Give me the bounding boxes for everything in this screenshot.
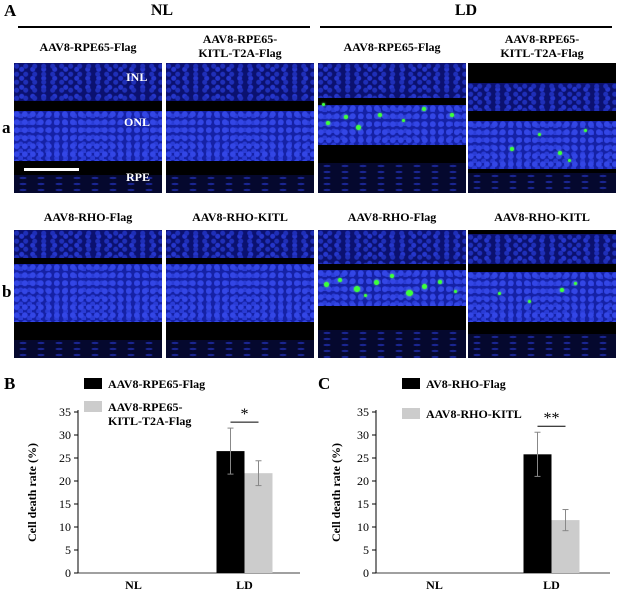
panel-b-chart: 0 5 10 15 20 25 30 35 Cell death rate (%) NL LD * AA…: [25, 377, 300, 590]
panel-c-legend-label-0: AV8-RHO-Flag: [426, 377, 506, 391]
panel-c-ytick-label-7: 35: [357, 405, 369, 419]
panel-b-ytick-label-2: 10: [59, 520, 71, 534]
panel-c-ytick-label-2: 10: [357, 520, 369, 534]
micrograph-a-ld-kitl: [468, 63, 616, 193]
row-b-col-label-4: AAV8-RHO-KITL: [494, 210, 590, 224]
panel-c-legend-swatch-0: [402, 378, 420, 389]
panel-b-legend-label-1-line1: KITL-T2A-Flag: [108, 414, 191, 428]
micrograph-a-nl-kitl: [166, 63, 314, 193]
panel-c-legend-label-1: AAV8-RHO-KITL: [426, 407, 522, 421]
panel-b-category-label-ld: LD: [236, 578, 253, 590]
micrograph-b-ld-control: [318, 230, 466, 358]
row-b-letter: b: [2, 282, 12, 301]
row-a-col-label-2: AAV8-RPE65- KITL-T2A-Flag: [198, 32, 282, 60]
row-a-col-label-1: AAV8-RPE65-Flag: [39, 40, 137, 54]
layer-label-rpe: RPE: [126, 170, 150, 184]
panel-c-ytick-label-1: 5: [363, 543, 369, 557]
layer-label-onl: ONL: [124, 115, 151, 129]
panel-b-letter: B: [4, 374, 16, 393]
group-line-nl: [18, 26, 310, 28]
panel-c-chart: 0 5 10 15 20 25 30 35 Cell death rate (%) NL LD ** A…: [329, 377, 610, 590]
scale-bar: [24, 168, 79, 171]
panel-c-ytick-label-0: 0: [363, 566, 369, 580]
micrograph-b-nl-control: [14, 230, 162, 358]
row-b-col-label-1: AAV8-RHO-Flag: [43, 210, 133, 224]
micrograph-b-nl-kitl: [166, 230, 314, 358]
panel-c-ytick-label-6: 30: [357, 428, 369, 442]
layer-label-inl: INL: [126, 70, 148, 84]
panel-c-category-label-nl: NL: [426, 578, 443, 590]
panel-b-legend-label-1: AAV8-RPE65-: [108, 400, 182, 414]
row-a-col-label-3: AAV8-RPE65-Flag: [343, 40, 441, 54]
panel-c-ytick-label-3: 15: [357, 497, 369, 511]
panel-b-ytick-label-7: 35: [59, 405, 71, 419]
panel-c-ytick-label-5: 25: [357, 451, 369, 465]
group-label-nl: NL: [150, 2, 174, 19]
panel-b-ytick-label-5: 25: [59, 451, 71, 465]
panel-c-ytick-label-4: 20: [357, 474, 369, 488]
panel-b-ytick-label-3: 15: [59, 497, 71, 511]
row-b-col-label-2: AAV8-RHO-KITL: [192, 210, 288, 224]
panel-b-ytick-label-0: 0: [65, 566, 71, 580]
panel-b-ytick-label-4: 20: [59, 474, 71, 488]
row-b-col-label-3: AAV8-RHO-Flag: [347, 210, 437, 224]
panel-b-significance-mark: *: [241, 406, 249, 423]
group-label-ld: LD: [454, 2, 478, 19]
panel-c-category-label-ld: LD: [543, 578, 560, 590]
panel-b-y-axis-label: Cell death rate (%): [25, 443, 39, 542]
panel-b-bar-ld-1: [244, 473, 273, 573]
panel-c-y-axis-label: Cell death rate (%): [329, 443, 343, 542]
panel-a-letter: A: [4, 1, 17, 20]
row-a-col-label-4: AAV8-RPE65- KITL-T2A-Flag: [500, 32, 584, 60]
group-line-ld: [320, 26, 612, 28]
row-a-letter: a: [2, 118, 11, 137]
panel-b-category-label-nl: NL: [125, 578, 142, 590]
micrograph-a-ld-control: [318, 63, 466, 193]
panel-b-legend-swatch-0: [84, 378, 102, 389]
panel-b-legend-swatch-1: [84, 401, 102, 412]
panel-c-letter: C: [318, 374, 331, 393]
micrograph-a-nl-control: INL ONL RPE: [14, 63, 162, 193]
panel-b-ytick-label-1: 5: [65, 543, 71, 557]
panel-b-legend-label-0: AAV8-RPE65-Flag: [108, 377, 205, 391]
panel-c-legend-swatch-1: [402, 408, 420, 419]
panel-b-ytick-label-6: 30: [59, 428, 71, 442]
micrograph-b-ld-kitl: [468, 230, 616, 358]
panel-c-significance-mark: **: [544, 410, 560, 427]
